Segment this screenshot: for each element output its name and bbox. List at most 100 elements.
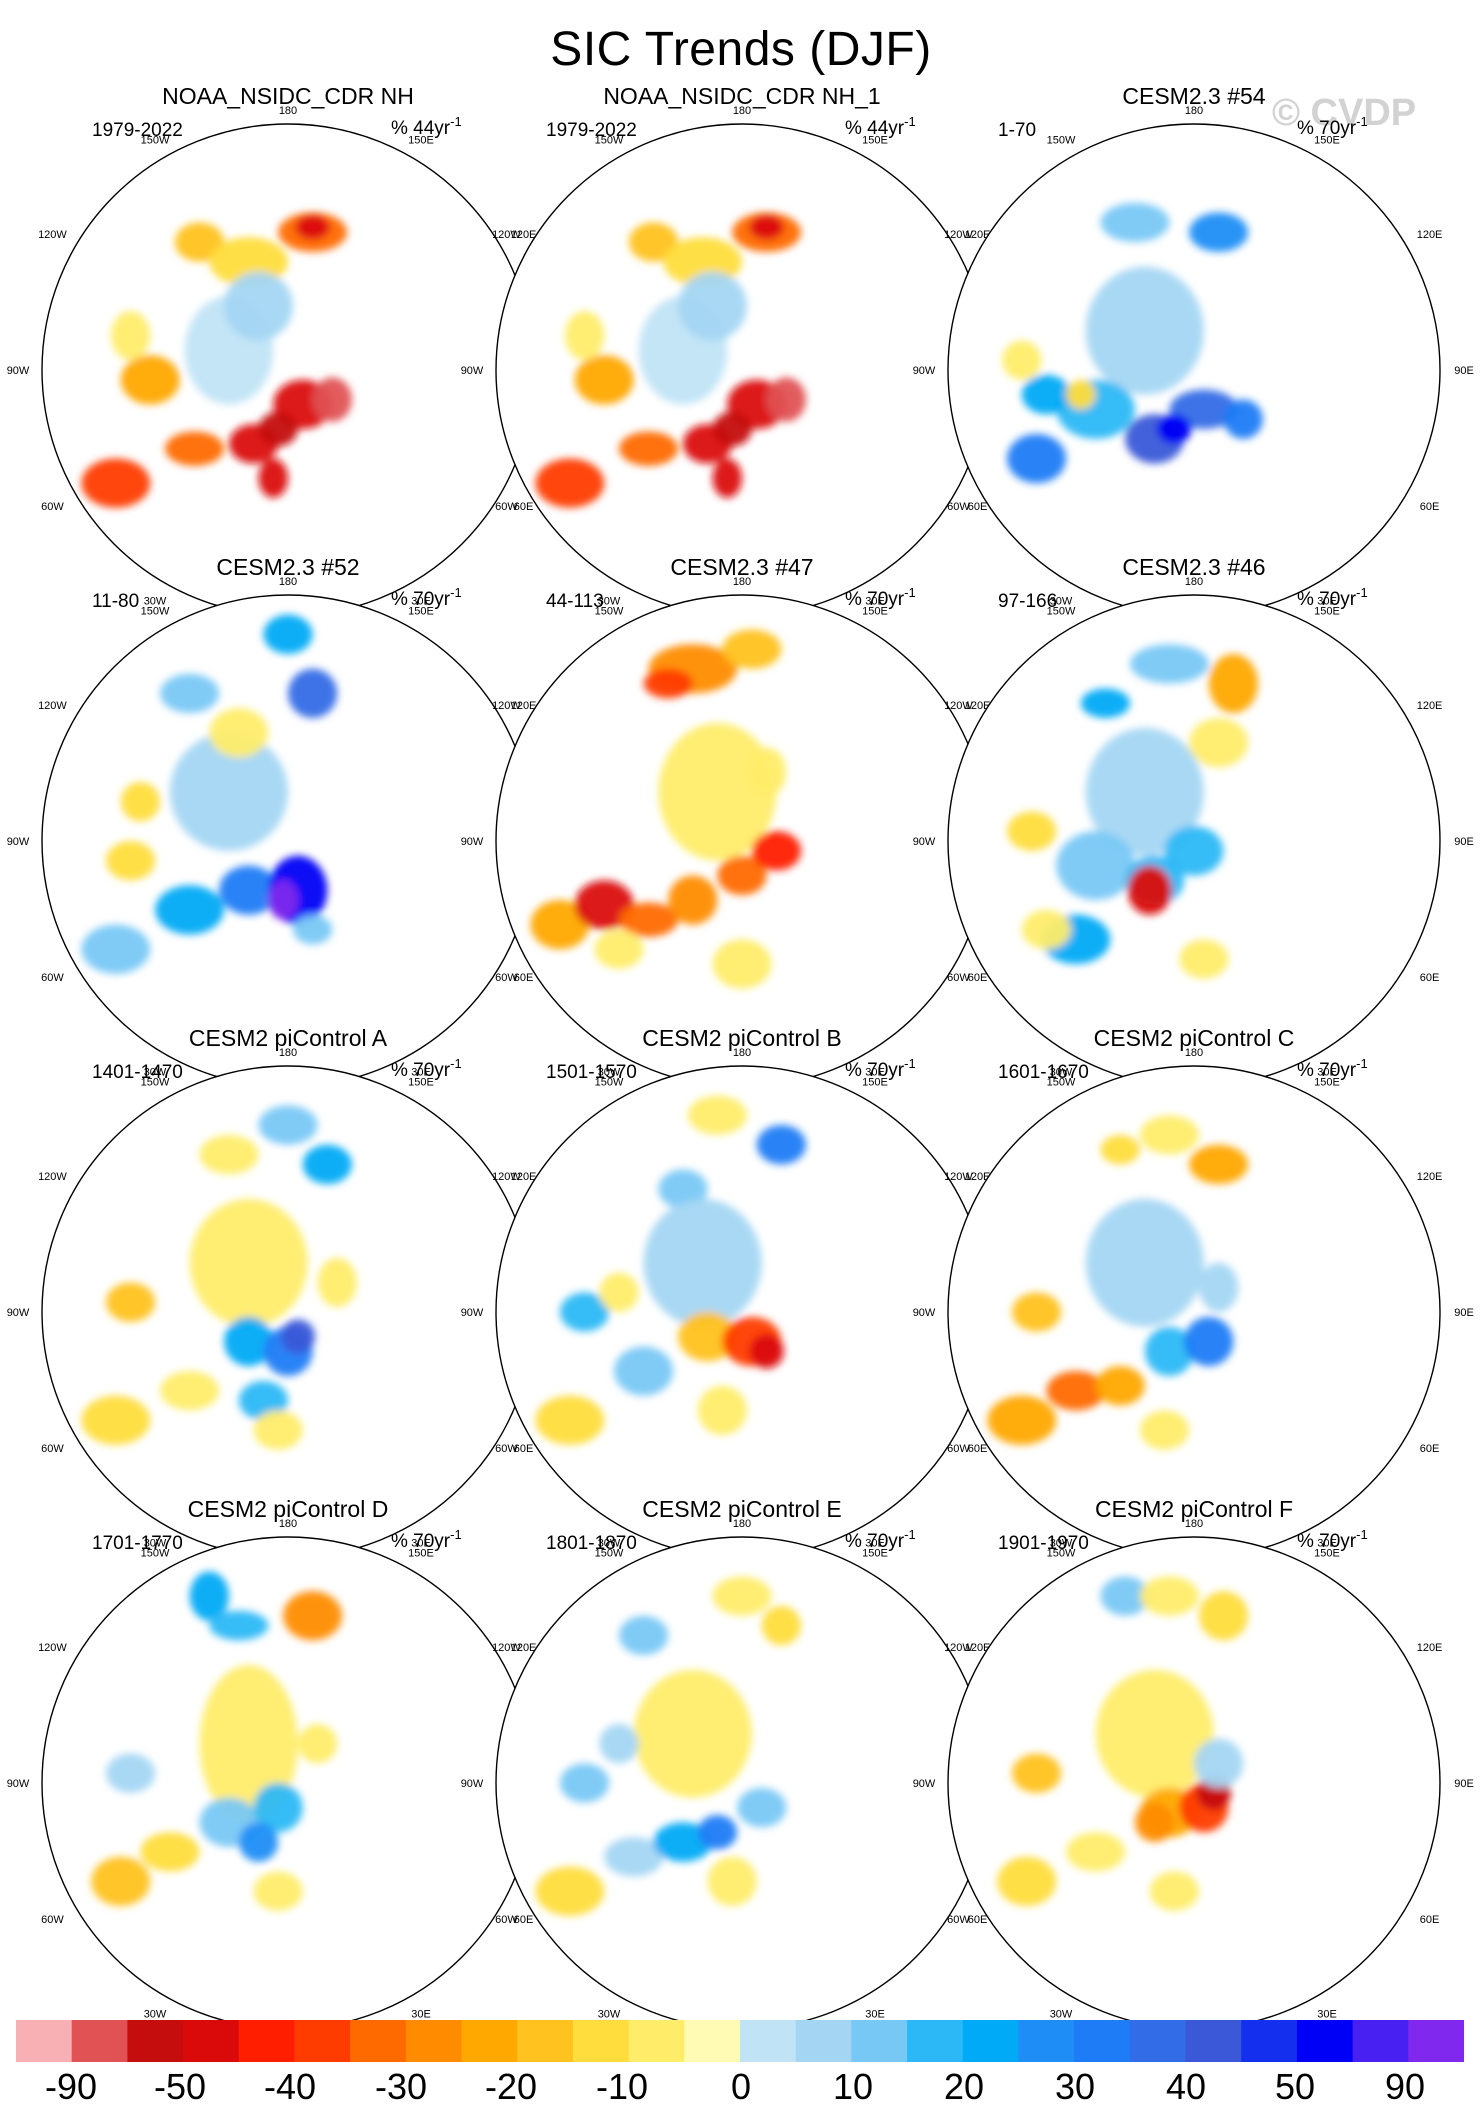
lon-label: 150W	[595, 135, 624, 147]
panel-title: CESM2 piControl B	[642, 1025, 841, 1051]
lon-label: 60W	[41, 1914, 64, 1926]
lon-label: 180	[279, 1047, 297, 1059]
trend-cell	[658, 722, 777, 861]
trend-cell	[559, 1292, 610, 1332]
units-label: % 70yr-1	[1297, 114, 1368, 139]
lon-label: 90W	[461, 1307, 484, 1319]
map-panel: 180150W150E120W120E90W90E60W60E30W30E0CE…	[913, 1025, 1474, 1581]
colorbar-labels: -90 -50 -40 -30 -20 -10 0 10 20 30 40 50 90	[0, 2062, 1482, 2122]
trend-cell	[1198, 1591, 1249, 1641]
trend-cell	[280, 1319, 316, 1354]
colorbar-tick-label: 40	[1165, 2066, 1207, 2107]
trend-cell	[1021, 374, 1071, 415]
lon-label: 180	[1185, 576, 1203, 588]
trend-cell	[120, 781, 161, 822]
trend-cell	[697, 1385, 747, 1435]
lon-label: 30E	[411, 1537, 431, 1549]
lon-label: 30E	[865, 1066, 885, 1078]
lon-label: 150W	[141, 135, 170, 147]
trend-cell	[535, 1866, 605, 1916]
trend-cell	[535, 1395, 605, 1445]
trend-field	[81, 1105, 357, 1450]
colorbar-bin	[71, 2020, 128, 2062]
lon-label: 150E	[1314, 1548, 1340, 1560]
lon-label: 30W	[144, 2008, 167, 2020]
lon-label: 120E	[511, 1171, 537, 1183]
trend-cell	[1002, 340, 1042, 380]
ocean-disk	[42, 1066, 534, 1558]
colorbar-tick-label: -30	[374, 2066, 428, 2107]
period-label: 1701-1770	[92, 1533, 183, 1554]
trend-cell	[687, 1095, 747, 1135]
colorbar-tick-label: -90	[44, 2066, 98, 2107]
trend-cell	[1208, 654, 1258, 714]
trend-cell	[619, 1615, 669, 1656]
trend-cell	[633, 1669, 752, 1798]
lon-label: 60E	[514, 1443, 534, 1455]
lon-label: 120W	[38, 229, 67, 241]
lon-label: 90W	[7, 1778, 30, 1790]
trend-cell	[599, 1723, 639, 1764]
lon-label: 120W	[944, 1642, 973, 1654]
page-title: SIC Trends (DJF)	[550, 23, 932, 76]
map-panel: 180150W150E120W120E90W90E60W60E30W30E0NO…	[461, 83, 1022, 639]
trend-cell	[224, 271, 293, 341]
lon-label: 60E	[968, 501, 988, 513]
period-label: 1979-2022	[92, 120, 183, 141]
trend-field	[91, 1571, 343, 1911]
trend-cell	[761, 1605, 802, 1646]
colorbar-tick-label: 30	[1054, 2066, 1096, 2107]
colorbar-bin	[517, 2020, 574, 2062]
panel-title: NOAA_NSIDC_CDR NH	[162, 83, 414, 109]
trend-cell	[564, 310, 605, 361]
trend-field	[535, 1576, 802, 1916]
trend-cell	[1100, 1576, 1150, 1616]
period-label: 1501-1570	[546, 1062, 637, 1083]
colorbar-bin	[572, 2020, 630, 2062]
lon-label: 30W	[1050, 1537, 1073, 1549]
trend-cell	[105, 1753, 156, 1793]
lon-label: 120E	[1417, 1171, 1443, 1183]
trend-cell	[120, 355, 180, 405]
period-label: 1601-1670	[998, 1062, 1089, 1083]
lon-label: 90E	[1454, 1307, 1474, 1319]
trend-cell	[1139, 1576, 1199, 1616]
ocean-disk	[496, 1066, 988, 1558]
lon-label: 120W	[38, 700, 67, 712]
lon-label: 30E	[411, 1066, 431, 1078]
lon-label: 60W	[947, 1914, 970, 1926]
colorbar-bin	[1129, 2020, 1187, 2062]
colorbar	[16, 2020, 1464, 2062]
panel-title: CESM2.3 #52	[216, 554, 359, 580]
trend-cell	[643, 668, 693, 699]
lon-label: 90W	[461, 1778, 484, 1790]
lon-label: 30E	[411, 595, 431, 607]
lon-label: 30W	[1050, 1066, 1073, 1078]
trend-cell	[283, 1591, 343, 1641]
period-label: 44-113	[546, 591, 604, 612]
colorbar-bin	[350, 2020, 407, 2062]
trend-cell	[530, 900, 590, 950]
lon-label: 120W	[944, 229, 973, 241]
lon-label: 30E	[1317, 1537, 1337, 1549]
trend-cell	[1194, 1738, 1244, 1788]
lon-label: 120W	[38, 1171, 67, 1183]
trend-cell	[1021, 909, 1071, 950]
lon-label: 60E	[514, 501, 534, 513]
period-label: 1401-1470	[92, 1062, 183, 1083]
lon-label: 120W	[38, 1642, 67, 1654]
trend-cell	[253, 1783, 303, 1833]
colorbar-bin	[851, 2020, 908, 2062]
trend-cell	[1056, 831, 1135, 901]
map-panel: 180150W150E120W120E90W90E60W60E30W30E0CE…	[913, 1496, 1474, 2052]
trend-cell	[707, 1856, 757, 1906]
trend-cell	[1144, 1326, 1194, 1376]
trend-field	[535, 1095, 806, 1445]
lon-label: 150E	[408, 1548, 434, 1560]
panel-title: CESM2.3 #47	[670, 554, 813, 580]
lon-label: 120E	[1417, 229, 1443, 241]
trend-cell	[317, 1257, 357, 1308]
lon-label: 180	[733, 1047, 751, 1059]
lon-label: 60W	[41, 1443, 64, 1455]
colorbar-bin	[907, 2020, 964, 2062]
